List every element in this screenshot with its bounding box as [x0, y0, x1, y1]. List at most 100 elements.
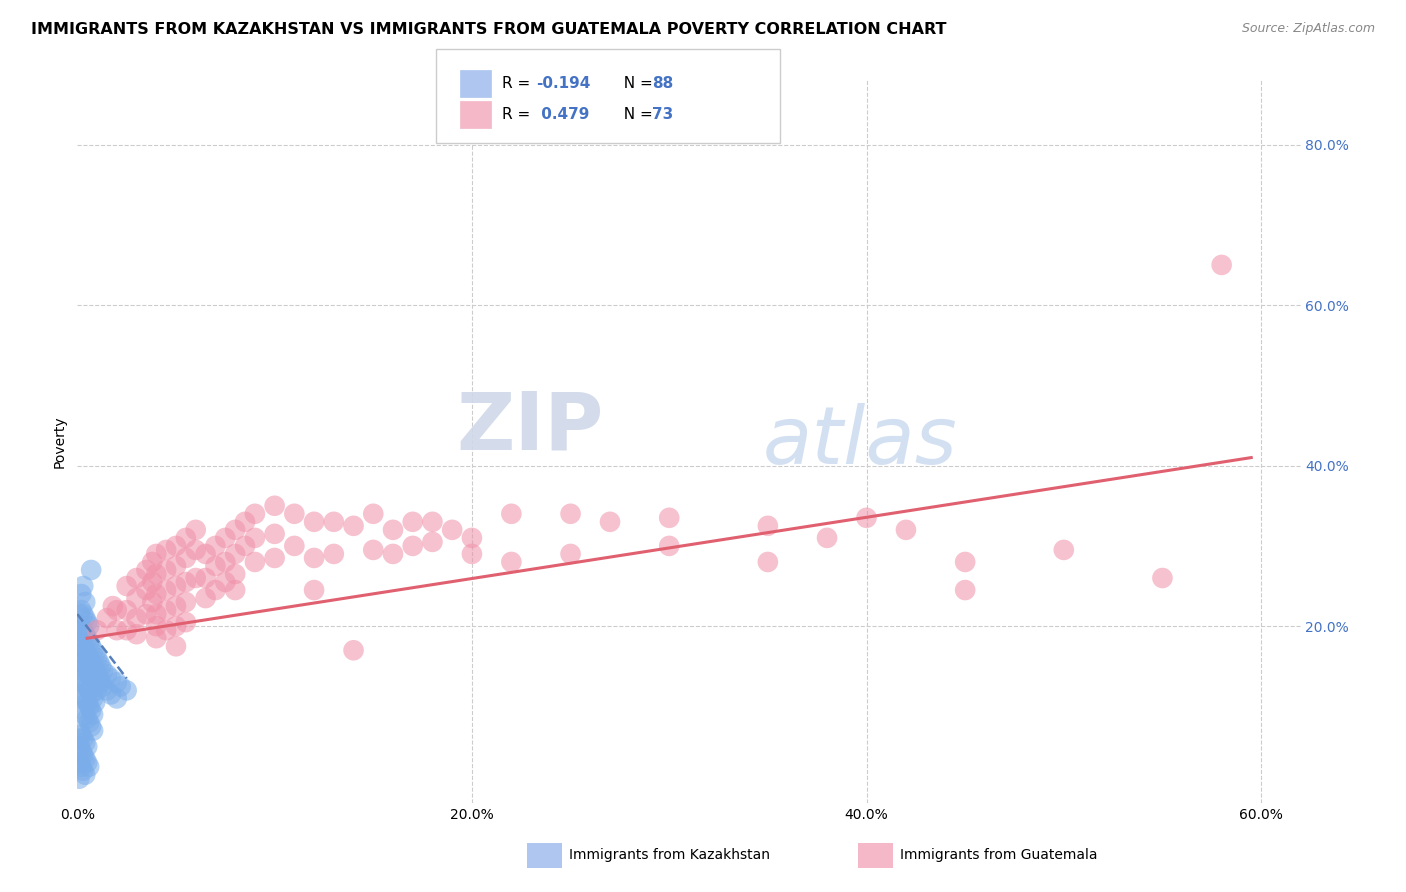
- Point: [194, 547, 217, 561]
- Point: [70, 691, 93, 706]
- Text: -0.194: -0.194: [536, 76, 591, 91]
- Point: [184, 571, 207, 585]
- Point: [80, 671, 103, 685]
- Text: ZIP: ZIP: [456, 388, 603, 467]
- Point: [145, 619, 167, 633]
- Point: [101, 599, 124, 614]
- Point: [105, 691, 128, 706]
- Point: [75, 735, 97, 749]
- Point: [76, 756, 98, 770]
- Point: [263, 499, 285, 513]
- Point: [100, 687, 122, 701]
- Text: 73: 73: [652, 107, 673, 122]
- Point: [67, 723, 90, 738]
- Point: [76, 680, 98, 694]
- Point: [77, 651, 100, 665]
- Point: [82, 675, 104, 690]
- Point: [953, 555, 976, 569]
- Point: [70, 603, 93, 617]
- Point: [402, 539, 425, 553]
- Point: [77, 760, 100, 774]
- Point: [658, 510, 681, 524]
- Point: [75, 595, 97, 609]
- Point: [461, 547, 484, 561]
- Text: R =: R =: [502, 76, 536, 91]
- Point: [80, 655, 103, 669]
- Point: [67, 655, 90, 669]
- Point: [302, 515, 325, 529]
- Point: [77, 619, 100, 633]
- Text: 0.479: 0.479: [536, 107, 589, 122]
- Point: [72, 747, 94, 762]
- Text: 88: 88: [652, 76, 673, 91]
- Point: [76, 615, 98, 630]
- Point: [1211, 258, 1233, 272]
- Point: [155, 542, 177, 557]
- Point: [72, 703, 94, 717]
- Point: [100, 671, 122, 685]
- Point: [402, 515, 425, 529]
- Point: [382, 523, 405, 537]
- Point: [72, 655, 94, 669]
- Point: [263, 551, 285, 566]
- Point: [67, 607, 90, 621]
- Point: [67, 731, 90, 746]
- Point: [174, 615, 197, 630]
- Point: [155, 583, 177, 598]
- Point: [422, 515, 444, 529]
- Text: atlas: atlas: [762, 402, 957, 481]
- Point: [342, 518, 364, 533]
- Point: [174, 595, 197, 609]
- Point: [75, 643, 97, 657]
- Point: [70, 648, 93, 662]
- Point: [1053, 542, 1076, 557]
- Point: [224, 523, 246, 537]
- Point: [72, 623, 94, 637]
- Point: [76, 664, 98, 678]
- Point: [361, 507, 384, 521]
- Point: [184, 523, 207, 537]
- Point: [72, 671, 94, 685]
- Point: [80, 639, 103, 653]
- Point: [243, 507, 266, 521]
- Point: [82, 707, 104, 722]
- Point: [894, 523, 917, 537]
- Point: [560, 507, 582, 521]
- Point: [75, 767, 97, 781]
- Point: [184, 542, 207, 557]
- Point: [342, 643, 364, 657]
- Point: [233, 539, 256, 553]
- Point: [165, 619, 187, 633]
- Point: [204, 539, 226, 553]
- Point: [953, 583, 976, 598]
- Point: [125, 571, 148, 585]
- Point: [90, 659, 112, 673]
- Point: [165, 539, 187, 553]
- Point: [165, 558, 187, 573]
- Point: [855, 510, 877, 524]
- Point: [76, 632, 98, 646]
- Point: [72, 607, 94, 621]
- Point: [72, 687, 94, 701]
- Point: [145, 587, 167, 601]
- Point: [67, 772, 90, 786]
- Point: [135, 607, 157, 621]
- Point: [70, 619, 93, 633]
- Point: [75, 691, 97, 706]
- Point: [82, 643, 104, 657]
- Point: [302, 551, 325, 566]
- Point: [214, 555, 236, 569]
- Point: [155, 563, 177, 577]
- Point: [77, 635, 100, 649]
- Point: [224, 567, 246, 582]
- Point: [125, 591, 148, 606]
- Point: [80, 563, 103, 577]
- Point: [75, 611, 97, 625]
- Text: Immigrants from Guatemala: Immigrants from Guatemala: [900, 847, 1097, 862]
- Point: [80, 719, 103, 733]
- Point: [174, 531, 197, 545]
- Point: [84, 680, 107, 694]
- Point: [84, 696, 107, 710]
- Point: [91, 664, 114, 678]
- Point: [115, 579, 138, 593]
